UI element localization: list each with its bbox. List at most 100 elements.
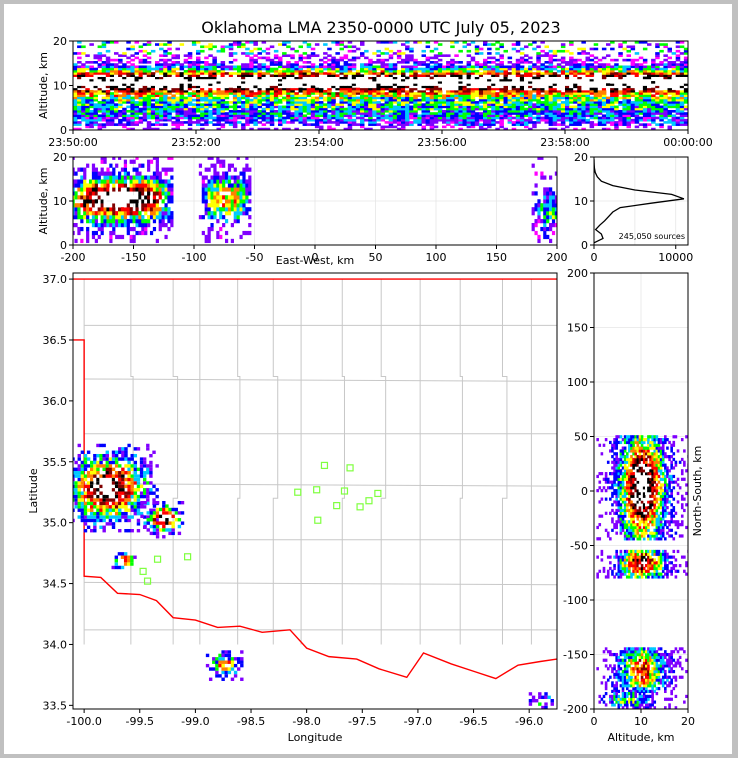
density-cell bbox=[499, 87, 504, 91]
density-cell bbox=[158, 215, 162, 220]
density-cell bbox=[73, 195, 75, 200]
density-cell bbox=[569, 63, 574, 66]
density-cell bbox=[417, 123, 422, 126]
density-cell bbox=[138, 163, 142, 168]
density-cell bbox=[245, 83, 250, 86]
density-cell bbox=[470, 123, 476, 126]
density-cell bbox=[232, 96, 238, 100]
density-cell bbox=[208, 114, 213, 118]
density-cell bbox=[360, 74, 365, 77]
density-cell bbox=[560, 121, 566, 124]
density-cell bbox=[515, 67, 521, 71]
density-cell bbox=[73, 74, 78, 77]
density-cell bbox=[593, 96, 599, 100]
density-cell bbox=[286, 87, 291, 91]
density-cell bbox=[175, 107, 180, 111]
density-cell bbox=[647, 98, 652, 102]
density-cell bbox=[442, 76, 447, 80]
density-cell bbox=[77, 105, 82, 109]
density-cell bbox=[146, 81, 152, 84]
density-cell bbox=[253, 94, 258, 98]
density-cell bbox=[114, 103, 119, 106]
density-cell bbox=[175, 105, 180, 109]
density-cell bbox=[442, 67, 447, 71]
density-cell bbox=[196, 94, 201, 98]
density-cell bbox=[581, 101, 586, 104]
density-cell bbox=[213, 163, 217, 168]
density-cell bbox=[314, 107, 320, 111]
density-cell bbox=[634, 118, 640, 122]
density-cell bbox=[112, 183, 116, 188]
density-cell bbox=[413, 74, 418, 77]
density-cell bbox=[210, 163, 214, 168]
density-cell bbox=[364, 63, 369, 66]
density-cell bbox=[134, 92, 139, 95]
density-cell bbox=[81, 103, 86, 106]
density-cell bbox=[351, 94, 357, 98]
density-cell bbox=[282, 127, 287, 130]
density-cell bbox=[499, 67, 504, 71]
density-cell bbox=[466, 69, 472, 73]
density-cell bbox=[351, 67, 357, 71]
density-cell bbox=[585, 105, 590, 109]
density-cell bbox=[163, 74, 168, 77]
density-cell bbox=[454, 107, 459, 111]
density-cell bbox=[134, 69, 139, 73]
density-cell bbox=[433, 85, 439, 89]
density-cell bbox=[683, 98, 688, 102]
density-cell bbox=[105, 85, 111, 89]
density-cell bbox=[232, 78, 238, 82]
density-cell bbox=[462, 96, 467, 100]
density-cell bbox=[663, 112, 668, 115]
density-cell bbox=[413, 58, 418, 62]
density-cell bbox=[487, 96, 492, 100]
density-cell bbox=[150, 92, 156, 95]
density-cell bbox=[503, 114, 508, 118]
density-cell bbox=[327, 85, 332, 89]
density-cell bbox=[245, 116, 250, 120]
density-cell bbox=[565, 103, 570, 106]
density-cell bbox=[77, 103, 82, 106]
density-cell bbox=[413, 65, 418, 69]
density-cell bbox=[659, 114, 664, 118]
density-cell bbox=[163, 96, 168, 100]
density-cell bbox=[560, 87, 566, 91]
density-cell bbox=[237, 112, 242, 115]
density-cell bbox=[122, 107, 127, 111]
density-cell bbox=[93, 92, 98, 95]
density-cell bbox=[196, 67, 201, 71]
density-cell bbox=[237, 78, 242, 82]
density-cell bbox=[339, 47, 344, 51]
density-cell bbox=[581, 85, 586, 89]
density-cell bbox=[163, 81, 168, 84]
density-cell bbox=[164, 207, 168, 212]
density-cell bbox=[601, 72, 607, 75]
density-cell bbox=[519, 74, 525, 77]
density-cell bbox=[462, 109, 467, 113]
density-cell bbox=[282, 109, 287, 113]
density-cell bbox=[528, 101, 533, 104]
density-cell bbox=[544, 107, 549, 111]
density-cell bbox=[73, 67, 78, 71]
density-cell bbox=[614, 98, 619, 102]
density-cell bbox=[364, 81, 369, 84]
density-cell bbox=[507, 65, 513, 69]
density-cell bbox=[86, 195, 90, 200]
density-cell bbox=[129, 211, 133, 216]
density-cell bbox=[241, 63, 246, 66]
density-cell bbox=[331, 85, 336, 89]
density-cell bbox=[253, 47, 258, 51]
density-cell bbox=[593, 89, 599, 93]
density-cell bbox=[606, 121, 611, 124]
density-cell bbox=[163, 89, 168, 93]
density-cell bbox=[626, 125, 631, 129]
density-cell bbox=[647, 85, 652, 89]
density-cell bbox=[573, 89, 578, 93]
density-cell bbox=[429, 118, 435, 122]
density-cell bbox=[290, 81, 295, 84]
density-cell bbox=[577, 98, 582, 102]
density-cell bbox=[483, 118, 488, 122]
density-cell bbox=[161, 191, 165, 196]
density-cell bbox=[114, 41, 119, 44]
density-cell bbox=[446, 74, 451, 77]
